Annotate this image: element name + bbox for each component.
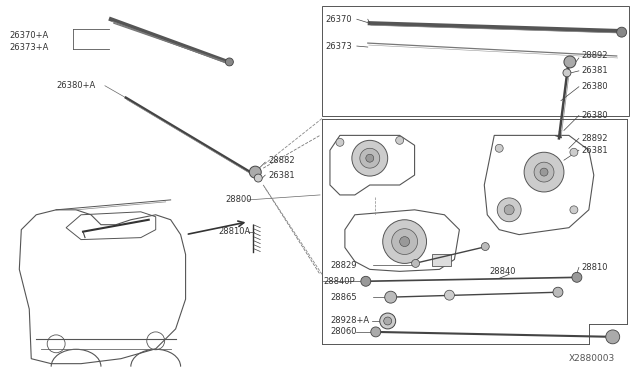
Circle shape	[540, 168, 548, 176]
Text: 26370: 26370	[325, 15, 351, 24]
Text: 26381: 26381	[268, 171, 295, 180]
Text: 28829: 28829	[330, 261, 356, 270]
Circle shape	[336, 138, 344, 146]
Text: 26370+A: 26370+A	[10, 31, 49, 40]
Text: 28060: 28060	[330, 327, 356, 336]
Circle shape	[497, 198, 521, 222]
Circle shape	[564, 56, 576, 68]
Circle shape	[534, 162, 554, 182]
Text: 26381: 26381	[582, 66, 609, 76]
Circle shape	[225, 58, 234, 66]
Text: 26380+A: 26380+A	[56, 81, 95, 90]
Text: 26381: 26381	[582, 146, 609, 155]
Circle shape	[385, 291, 397, 303]
Text: 28840P: 28840P	[323, 277, 355, 286]
Text: X2880003: X2880003	[569, 354, 615, 363]
Circle shape	[352, 140, 388, 176]
Text: 28865: 28865	[330, 293, 356, 302]
Bar	[322, 6, 628, 116]
Text: 28800: 28800	[225, 195, 252, 204]
Circle shape	[250, 166, 261, 178]
Text: 26380: 26380	[582, 82, 609, 91]
Circle shape	[617, 27, 627, 37]
Circle shape	[392, 229, 417, 254]
Text: 26373+A: 26373+A	[10, 42, 49, 52]
Text: 26373: 26373	[325, 42, 352, 51]
Circle shape	[371, 327, 381, 337]
Text: 28840: 28840	[489, 267, 516, 276]
Circle shape	[495, 144, 503, 152]
Circle shape	[563, 69, 571, 77]
Circle shape	[572, 272, 582, 282]
Circle shape	[396, 137, 404, 144]
Text: 28882: 28882	[268, 156, 295, 165]
Text: 28810A: 28810A	[218, 227, 251, 236]
Circle shape	[481, 243, 489, 250]
Circle shape	[366, 154, 374, 162]
Circle shape	[570, 148, 578, 156]
Circle shape	[504, 205, 514, 215]
Text: 26380: 26380	[582, 111, 609, 120]
Text: 28928+A: 28928+A	[330, 317, 369, 326]
Circle shape	[570, 206, 578, 214]
Circle shape	[383, 220, 426, 263]
Circle shape	[524, 152, 564, 192]
Text: 28810: 28810	[582, 263, 609, 272]
Text: 28892: 28892	[582, 51, 609, 61]
Circle shape	[553, 287, 563, 297]
Circle shape	[444, 290, 454, 300]
Bar	[431, 254, 451, 266]
Circle shape	[412, 259, 420, 267]
Text: 28892: 28892	[582, 134, 609, 143]
Circle shape	[254, 174, 262, 182]
Circle shape	[399, 237, 410, 247]
Circle shape	[380, 313, 396, 329]
Circle shape	[361, 276, 371, 286]
Circle shape	[605, 330, 620, 344]
Circle shape	[384, 317, 392, 325]
Circle shape	[360, 148, 380, 168]
